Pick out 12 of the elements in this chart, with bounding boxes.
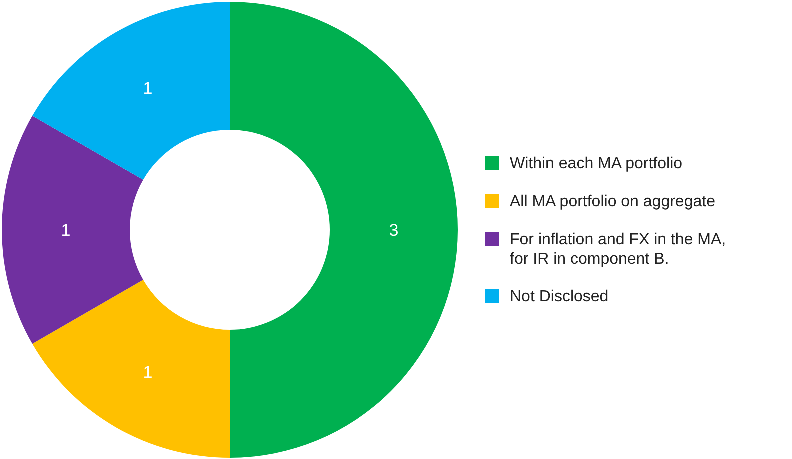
legend-label: Within each MA portfolio xyxy=(510,156,683,173)
legend-label: Not Disclosed xyxy=(510,288,609,306)
legend-label: For inflation and FX in the MA, for IR in component B. xyxy=(510,232,726,268)
data-label: 1 xyxy=(143,78,153,98)
data-label: 1 xyxy=(61,220,71,240)
data-label: 1 xyxy=(143,362,153,382)
donut-slice xyxy=(2,116,144,344)
legend-label: All MA portfolio on aggregate xyxy=(510,194,716,211)
donut-slice xyxy=(32,280,230,458)
data-label: 3 xyxy=(389,220,399,240)
donut-slice xyxy=(230,2,458,458)
donut-slice xyxy=(32,2,230,180)
